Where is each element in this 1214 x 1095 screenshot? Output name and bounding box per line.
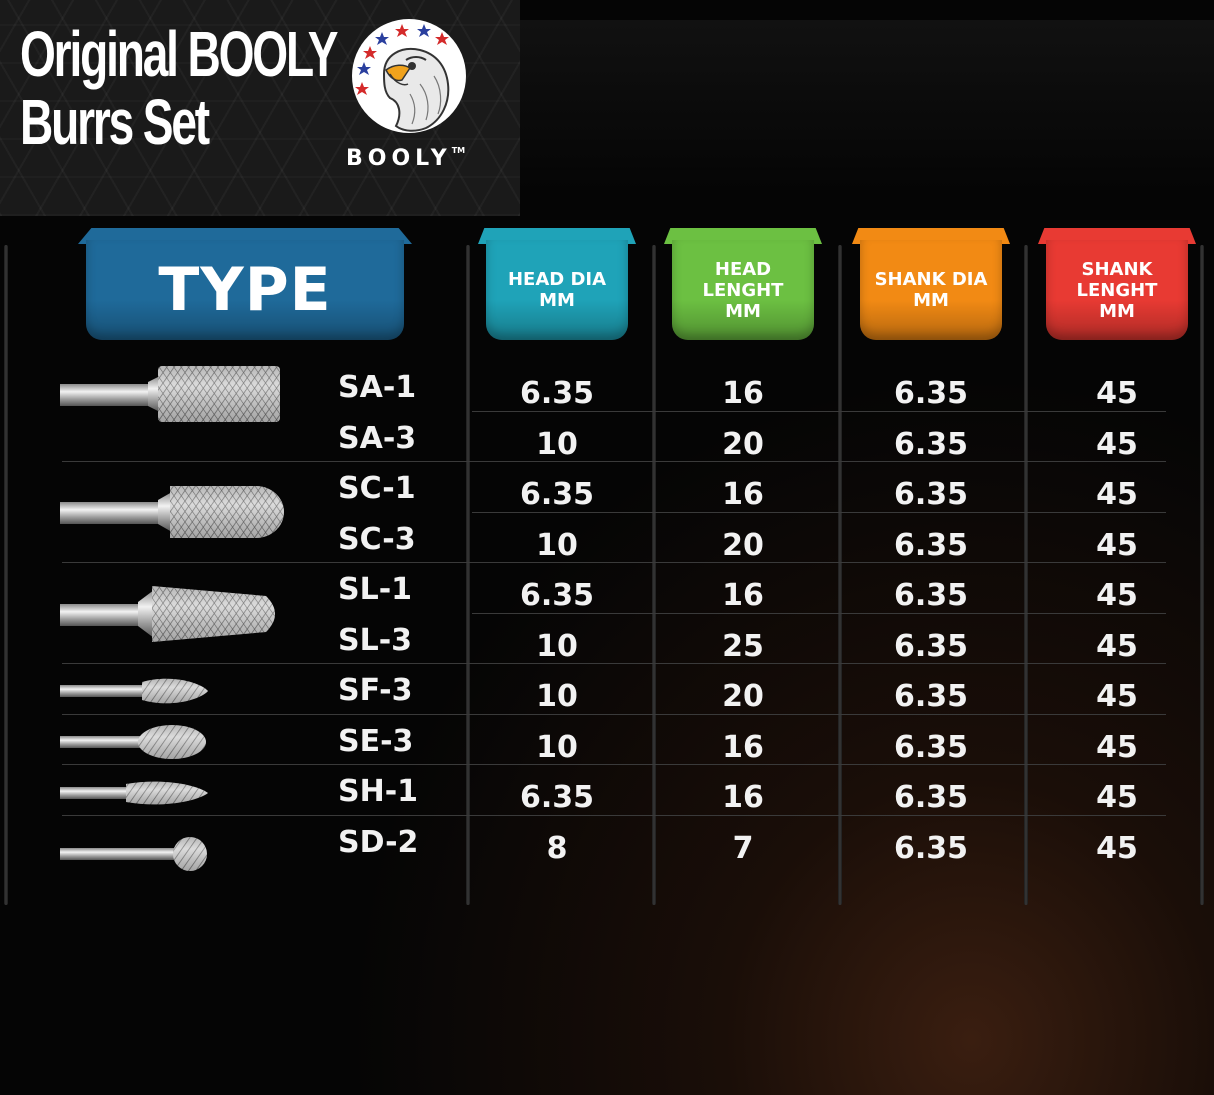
cell-head-length: 16: [722, 477, 764, 512]
cell-head-length: 20: [722, 679, 764, 714]
column-divider: [652, 245, 656, 905]
type-code: SA-1: [338, 370, 417, 405]
row-divider: [62, 663, 1166, 664]
column-divider: [1024, 245, 1028, 905]
cell-shank-length: 45: [1096, 527, 1138, 563]
type-code: SH-1: [338, 774, 419, 809]
header-head-length-line1: HEAD: [714, 258, 772, 280]
header-head-dia-box: HEAD DIA MM: [486, 240, 628, 340]
type-code: SE-3: [338, 723, 414, 759]
header-head-length-line3: MM: [725, 300, 761, 322]
logo-wordmark: BOOLYTM: [346, 146, 491, 171]
cell-shank-dia: 6.35: [893, 477, 969, 512]
cell-shank-length: 45: [1096, 426, 1138, 462]
cell-shank-dia: 6.35: [893, 679, 969, 714]
cell-head-dia: 10: [536, 679, 578, 714]
cell-head-dia: 6.35: [519, 376, 595, 411]
ball-burr-icon: [60, 837, 207, 871]
oval-burr-icon: [60, 725, 206, 759]
row-divider: [472, 410, 1166, 412]
row-divider: [62, 713, 1166, 715]
type-code: SL-3: [338, 622, 413, 658]
cell-head-dia: 6.35: [519, 578, 595, 613]
column-divider: [838, 245, 842, 905]
cell-shank-length: 45: [1096, 729, 1138, 765]
cell-head-length: 16: [722, 578, 764, 613]
type-code: SC-1: [338, 471, 416, 506]
row-divider: [472, 511, 1166, 513]
cell-shank-dia: 6.35: [893, 780, 969, 815]
brand-title: Original BOOLY Burrs Set: [20, 18, 338, 158]
cell-shank-length: 45: [1096, 679, 1138, 714]
flame-small-burr-icon: [60, 781, 208, 805]
cell-head-length: 7: [732, 830, 754, 866]
header-shank-dia-line2: MM: [913, 290, 949, 311]
ball-nose-cylinder-burr-icon: [60, 486, 284, 538]
header-head-length-box: HEAD LENGHT MM: [672, 240, 814, 340]
cell-shank-dia: 6.35: [893, 830, 969, 866]
column-divider: [466, 245, 470, 905]
cell-shank-length: 45: [1096, 830, 1138, 866]
tree-pointed-burr-icon: [60, 586, 275, 642]
cell-head-length: 20: [722, 426, 764, 462]
type-code: SL-1: [338, 572, 413, 607]
cell-shank-length: 45: [1096, 780, 1138, 815]
cell-head-length: 16: [722, 780, 764, 815]
row-divider: [62, 461, 1166, 462]
header-head-dia-line2: MM: [539, 290, 575, 311]
type-code: SC-3: [338, 521, 416, 557]
type-code: SF-3: [338, 673, 413, 708]
background-banner: [520, 20, 1214, 190]
cell-head-dia: 8: [546, 830, 568, 866]
cell-head-length: 16: [722, 729, 764, 765]
column-divider: [1200, 245, 1204, 905]
type-code: SD-2: [338, 824, 419, 860]
header-shank-dia-box: SHANK DIA MM: [860, 240, 1002, 340]
cell-head-dia: 6.35: [519, 780, 595, 815]
cell-shank-length: 45: [1096, 477, 1138, 512]
brand-title-line1: Original BOOLY: [20, 18, 338, 90]
cell-shank-length: 45: [1096, 578, 1138, 613]
header-head-dia-line1: HEAD DIA: [507, 269, 607, 290]
header-shank-length-line3: MM: [1099, 300, 1135, 322]
cell-head-length: 16: [722, 376, 764, 411]
cell-shank-length: 45: [1096, 628, 1138, 664]
cell-head-dia: 10: [536, 426, 578, 462]
header-head-length-line2: LENGHT: [702, 279, 784, 301]
cell-head-length: 25: [722, 628, 764, 664]
cell-shank-dia: 6.35: [893, 376, 969, 411]
logo-text: BOOLY: [346, 146, 452, 171]
type-code: SA-3: [338, 420, 417, 456]
cell-shank-dia: 6.35: [893, 628, 969, 664]
cylinder-burr-icon: [60, 366, 280, 422]
cell-shank-dia: 6.35: [893, 527, 969, 563]
column-divider: [4, 245, 8, 905]
cell-shank-dia: 6.35: [893, 729, 969, 765]
cell-head-length: 20: [722, 527, 764, 563]
row-divider: [472, 612, 1166, 614]
header-shank-length-line1: SHANK: [1081, 258, 1153, 280]
cell-head-dia: 10: [536, 729, 578, 765]
header-shank-length-line2: LENGHT: [1076, 279, 1158, 301]
eagle-logo-icon: [352, 19, 466, 133]
header-type-label: TYPE: [158, 255, 332, 325]
header-shank-length-box: SHANK LENGHT MM: [1046, 240, 1188, 340]
cell-shank-length: 45: [1096, 376, 1138, 411]
header-shank-dia-line1: SHANK DIA: [874, 269, 988, 290]
cell-head-dia: 10: [536, 628, 578, 664]
cell-head-dia: 6.35: [519, 477, 595, 512]
flame-burr-icon: [60, 678, 208, 704]
row-divider: [62, 764, 1166, 765]
cell-shank-dia: 6.35: [893, 578, 969, 613]
cell-shank-dia: 6.35: [893, 426, 969, 462]
cell-head-dia: 10: [536, 527, 578, 563]
logo-trademark: TM: [451, 146, 466, 155]
brand-panel: Original BOOLY Burrs Set BOOLYTM: [0, 0, 520, 216]
row-divider: [62, 814, 1166, 816]
header-type-box: TYPE: [86, 240, 404, 340]
row-divider: [62, 562, 1166, 563]
brand-title-line2: Burrs Set: [20, 86, 210, 158]
